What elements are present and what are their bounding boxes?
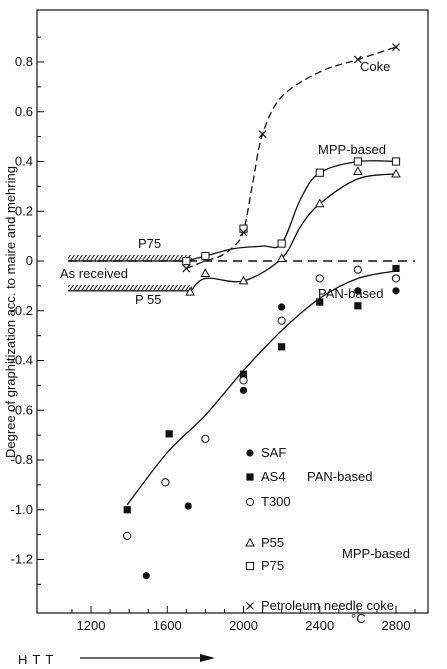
p55-received-label: P 55 [135, 292, 162, 307]
p75-point [391, 157, 401, 166]
p55-point [353, 166, 363, 175]
y-tick-label: 0.2 [15, 203, 33, 218]
as4-point [316, 298, 324, 306]
t300-point [239, 376, 248, 385]
p55-point [391, 168, 401, 178]
as4-point [354, 302, 362, 310]
ticks-layer: 0.8 0.6 0.4 0.2 0 -0.2 -0.4 -0.6 -0.8 -1.0 -1.2 120… [11, 36, 416, 633]
points-layer [123, 43, 401, 580]
p75-point [182, 256, 191, 266]
t300-point [277, 316, 286, 325]
legend-marker-t300 [245, 497, 255, 507]
mpp-p55-curve [189, 173, 397, 293]
y-tick-label: -0.2 [11, 303, 33, 318]
needle-coke-point [392, 43, 400, 51]
p55-point [200, 268, 211, 277]
saf-point [239, 386, 248, 394]
coke-curve [186, 46, 397, 270]
legend-saf: SAF [261, 445, 286, 460]
pan-fit-line [126, 270, 397, 506]
pan-curve-label: PAN-based [318, 286, 384, 301]
as-received-p55-band-hatch [68, 284, 193, 291]
legend-marker-needle-coke [246, 602, 254, 610]
y-tick-label: 0 [26, 253, 33, 268]
x-tick-label: 2800 [382, 618, 411, 633]
needle-coke-point [353, 55, 362, 64]
p55-point [276, 253, 287, 263]
legend-t300: T300 [261, 494, 291, 509]
t300-point [353, 265, 362, 274]
needle-coke-point [182, 264, 191, 273]
legend-group-mpp: MPP-based [342, 546, 410, 561]
saf-point [392, 287, 400, 295]
t300-point [161, 478, 170, 487]
t300-point [315, 274, 324, 283]
p75-point [239, 224, 248, 233]
p55-point [185, 286, 195, 296]
t300-point [201, 434, 210, 443]
as-received-p75-band-hatch [68, 255, 193, 261]
p75-received-label: P75 [138, 236, 161, 251]
y-tick-label: -0.4 [11, 353, 33, 368]
x-tick-label: 1600 [153, 618, 182, 633]
htt-label: HTT [18, 652, 58, 667]
p75-point [353, 157, 362, 166]
legend-coke: Petroleum needle coke [261, 598, 394, 613]
x-axis-unit: °C [351, 611, 366, 626]
y-tick-label: -0.8 [11, 452, 33, 467]
legend-p55: P55 [261, 535, 284, 550]
legend-marker-p55 [245, 537, 255, 547]
t300-point [123, 531, 132, 540]
legend-as4: AS4 [261, 469, 286, 484]
legend-group-pan: PAN-based [307, 469, 373, 484]
saf-point [354, 287, 362, 295]
legend-p75: P75 [261, 558, 284, 573]
saf-point [142, 572, 150, 580]
text-layer: Degree of graphitization acc. to maire a… [3, 59, 410, 667]
mpp-curve-label: MPP-based [318, 142, 386, 157]
y-tick-label: 0.8 [15, 54, 33, 69]
t300-point [391, 274, 401, 283]
needle-coke-point [239, 228, 248, 237]
as4-point [278, 343, 286, 351]
legend: SAF AS4 T300 P55 P75 Petroleum needle co… [261, 445, 410, 613]
as4-point [239, 370, 248, 378]
as4-point [123, 506, 131, 514]
legend-marker-as4 [246, 473, 254, 481]
plot-frame-layer [36, 9, 429, 614]
y-tick-label: -0.6 [11, 402, 33, 417]
x-tick-label: 2400 [305, 618, 334, 633]
as-received-label: As received [60, 266, 128, 281]
legend-marker-saf [246, 449, 254, 457]
y-tick-label: 0.6 [15, 104, 33, 119]
p75-point [277, 239, 286, 248]
legend-marker-p75 [245, 561, 255, 571]
y-tick-label: 0.4 [15, 154, 33, 169]
p55-point [314, 198, 325, 208]
htt-arrow [80, 654, 215, 662]
p75-point [201, 251, 210, 261]
needle-coke-point [258, 130, 267, 139]
p55-point [238, 275, 249, 285]
y-tick-label: -1.0 [11, 502, 33, 517]
saf-point [184, 502, 192, 510]
p75-point [315, 168, 324, 177]
as4-point [165, 430, 173, 438]
y-axis-label: Degree of graphitization acc. to maire a… [3, 166, 18, 458]
x-tick-label: 2000 [229, 618, 258, 633]
y-tick-label: -1.2 [11, 552, 33, 567]
saf-point [278, 303, 286, 311]
coke-label: Coke [360, 59, 390, 74]
plot-frame [36, 9, 429, 614]
as4-point [392, 264, 400, 273]
x-tick-label: 1200 [77, 618, 106, 633]
